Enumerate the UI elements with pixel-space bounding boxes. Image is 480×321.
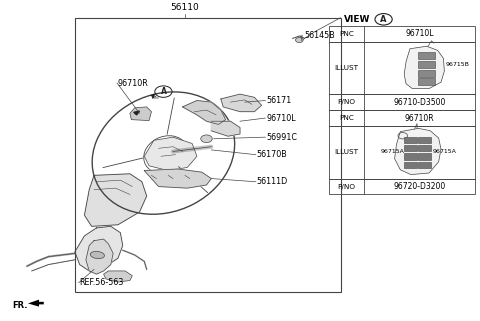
Polygon shape bbox=[28, 299, 44, 307]
Bar bbox=[328, 126, 475, 178]
Text: 96715B: 96715B bbox=[446, 62, 469, 67]
Text: FR.: FR. bbox=[12, 301, 28, 310]
Text: A: A bbox=[380, 15, 387, 24]
Text: 96715A: 96715A bbox=[433, 149, 457, 154]
FancyBboxPatch shape bbox=[418, 78, 435, 85]
FancyBboxPatch shape bbox=[418, 153, 431, 160]
Circle shape bbox=[201, 135, 212, 143]
Text: VIEW: VIEW bbox=[344, 15, 371, 24]
Text: ILLUST: ILLUST bbox=[335, 65, 359, 71]
Text: 96710-D3500: 96710-D3500 bbox=[393, 98, 445, 107]
Polygon shape bbox=[404, 46, 444, 89]
Circle shape bbox=[296, 38, 303, 43]
Text: 56145B: 56145B bbox=[305, 31, 336, 40]
FancyBboxPatch shape bbox=[404, 153, 417, 160]
Text: 56110: 56110 bbox=[170, 3, 199, 12]
Text: 96715A: 96715A bbox=[380, 149, 404, 154]
FancyBboxPatch shape bbox=[404, 137, 417, 143]
Text: PNC: PNC bbox=[339, 115, 354, 121]
Text: 56171: 56171 bbox=[266, 96, 291, 105]
Bar bbox=[328, 110, 475, 126]
FancyBboxPatch shape bbox=[404, 161, 417, 168]
Text: P/NO: P/NO bbox=[337, 184, 356, 189]
FancyBboxPatch shape bbox=[418, 52, 435, 59]
Polygon shape bbox=[84, 174, 147, 226]
Text: 56170B: 56170B bbox=[257, 150, 288, 159]
Polygon shape bbox=[104, 271, 132, 282]
Text: 56991C: 56991C bbox=[266, 133, 297, 142]
Text: 96710R: 96710R bbox=[405, 114, 434, 123]
Ellipse shape bbox=[90, 251, 105, 259]
Text: P/NO: P/NO bbox=[337, 99, 356, 105]
Bar bbox=[328, 178, 475, 195]
Polygon shape bbox=[395, 128, 441, 175]
Polygon shape bbox=[221, 94, 262, 112]
Polygon shape bbox=[86, 239, 113, 274]
Polygon shape bbox=[144, 169, 211, 188]
Polygon shape bbox=[211, 121, 240, 136]
FancyBboxPatch shape bbox=[418, 70, 435, 77]
Text: ILLUST: ILLUST bbox=[335, 149, 359, 155]
Bar bbox=[328, 26, 475, 42]
Text: PNC: PNC bbox=[339, 30, 354, 37]
Polygon shape bbox=[75, 226, 123, 271]
Polygon shape bbox=[144, 137, 197, 170]
Bar bbox=[328, 42, 475, 94]
Text: A: A bbox=[160, 87, 167, 96]
Bar bbox=[75, 18, 340, 292]
FancyBboxPatch shape bbox=[418, 145, 431, 151]
Polygon shape bbox=[182, 100, 226, 125]
FancyBboxPatch shape bbox=[418, 61, 435, 68]
FancyBboxPatch shape bbox=[418, 161, 431, 168]
Text: 96710R: 96710R bbox=[118, 79, 149, 88]
Text: REF.56-563: REF.56-563 bbox=[80, 278, 124, 287]
Polygon shape bbox=[134, 111, 140, 115]
Text: 56111D: 56111D bbox=[257, 177, 288, 186]
Polygon shape bbox=[150, 93, 155, 98]
Bar bbox=[328, 94, 475, 110]
FancyBboxPatch shape bbox=[404, 145, 417, 151]
Text: 96710L: 96710L bbox=[405, 29, 434, 38]
FancyBboxPatch shape bbox=[418, 137, 431, 143]
Text: 96720-D3200: 96720-D3200 bbox=[393, 182, 445, 191]
Text: 96710L: 96710L bbox=[266, 114, 296, 123]
Polygon shape bbox=[130, 107, 152, 121]
